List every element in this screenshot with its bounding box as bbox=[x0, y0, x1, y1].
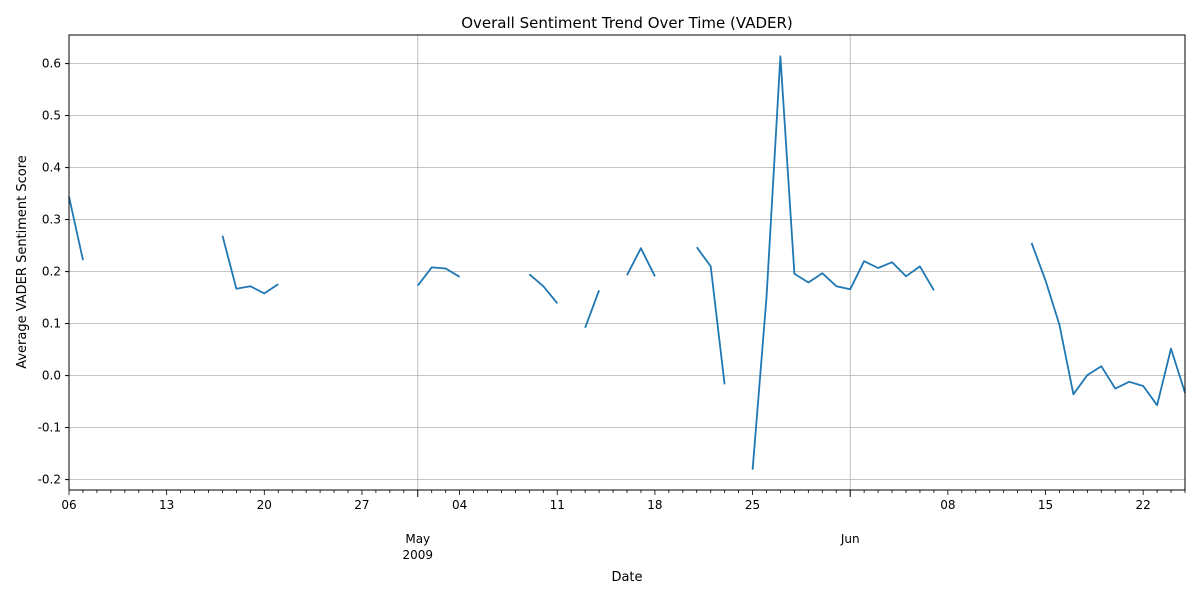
x-day-label: 13 bbox=[159, 498, 174, 512]
y-tick-label: 0.1 bbox=[42, 317, 61, 331]
y-tick-label: 0.2 bbox=[42, 265, 61, 279]
x-month-label: May bbox=[405, 532, 430, 546]
plot-frame bbox=[68, 34, 1186, 491]
y-tick-label: 0.3 bbox=[42, 213, 61, 227]
series-line-segment bbox=[751, 55, 935, 470]
x-year-label: 2009 bbox=[402, 548, 433, 562]
series-line-segment bbox=[221, 235, 279, 295]
y-axis-label: Average VADER Sentiment Score bbox=[15, 155, 30, 369]
x-day-label: 06 bbox=[61, 498, 76, 512]
series-line-segment bbox=[584, 289, 600, 329]
x-day-label: 27 bbox=[354, 498, 369, 512]
series-line-segment bbox=[626, 247, 656, 277]
series-line-segment bbox=[528, 273, 558, 304]
grid-lines bbox=[69, 35, 1185, 490]
x-axis-label: Date bbox=[611, 570, 642, 585]
series-line-segment bbox=[1030, 242, 1186, 407]
series-line-segment bbox=[696, 246, 726, 385]
x-day-label: 20 bbox=[257, 498, 272, 512]
y-tick-label: 0.4 bbox=[42, 161, 61, 175]
y-tick-label: 0.5 bbox=[42, 109, 61, 123]
x-day-label: 18 bbox=[647, 498, 662, 512]
x-day-label: 22 bbox=[1136, 498, 1151, 512]
x-day-label: 04 bbox=[452, 498, 467, 512]
x-day-label: 11 bbox=[550, 498, 565, 512]
series-line-segment bbox=[417, 266, 461, 287]
y-tick-label: -0.2 bbox=[38, 473, 61, 487]
x-day-label: 25 bbox=[745, 498, 760, 512]
x-day-label: 08 bbox=[940, 498, 955, 512]
chart-title: Overall Sentiment Trend Over Time (VADER… bbox=[461, 14, 793, 32]
axis-ticks: -0.2 -0.1 0.0 0.1 0.2 0.3 0.4 0.5 0.6 May 2009 Jun 0… bbox=[38, 57, 1186, 562]
y-tick-label: -0.1 bbox=[38, 421, 61, 435]
x-month-label: Jun bbox=[840, 532, 860, 546]
sentiment-series bbox=[68, 55, 1186, 470]
x-day-label: 15 bbox=[1038, 498, 1053, 512]
series-line-segment bbox=[68, 196, 84, 261]
y-tick-label: 0.6 bbox=[42, 57, 61, 71]
y-tick-label: 0.0 bbox=[42, 369, 61, 383]
